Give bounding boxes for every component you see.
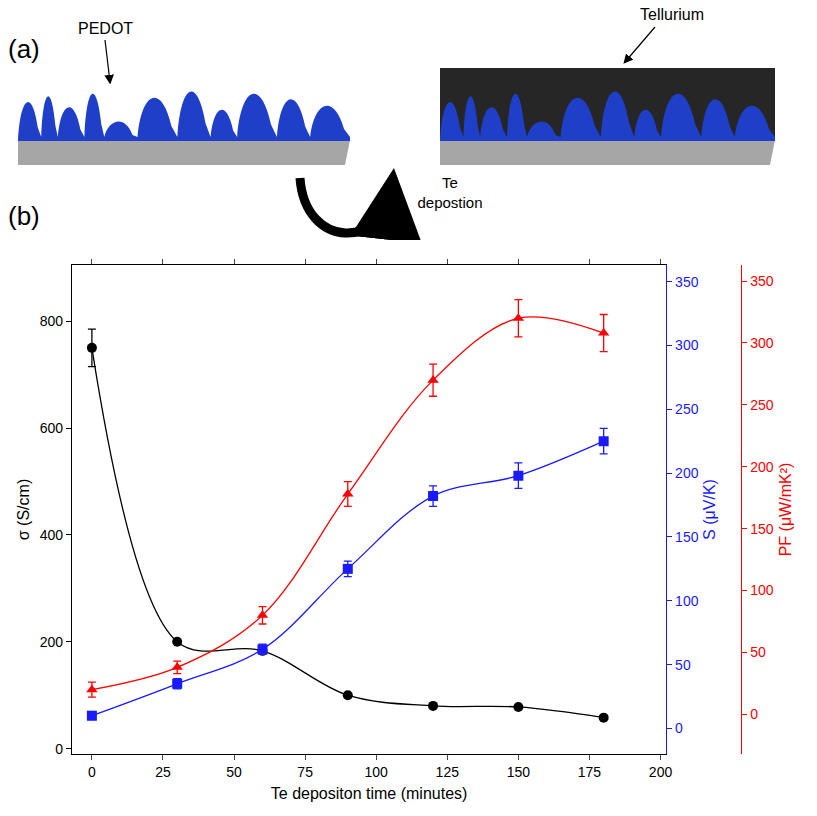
svg-text:Te depositon time (minutes): Te depositon time (minutes) [271, 785, 468, 802]
svg-text:600: 600 [40, 420, 64, 436]
svg-text:50: 50 [750, 644, 766, 660]
svg-text:125: 125 [436, 764, 460, 780]
svg-text:PEDOT: PEDOT [78, 20, 133, 37]
svg-text:250: 250 [675, 401, 699, 417]
svg-text:(a): (a) [8, 34, 40, 64]
svg-text:200: 200 [649, 764, 673, 780]
svg-text:75: 75 [297, 764, 313, 780]
svg-text:150: 150 [675, 529, 699, 545]
svg-text:0: 0 [55, 741, 63, 757]
svg-text:0: 0 [750, 706, 758, 722]
svg-text:350: 350 [750, 273, 774, 289]
svg-text:0: 0 [675, 720, 683, 736]
svg-text:0: 0 [88, 764, 96, 780]
svg-text:300: 300 [675, 337, 699, 353]
svg-text:300: 300 [750, 335, 774, 351]
svg-text:800: 800 [40, 313, 64, 329]
svg-text:Te: Te [442, 174, 458, 191]
svg-text:S (μV/K): S (μV/K) [701, 479, 718, 540]
svg-text:200: 200 [750, 459, 774, 475]
svg-text:250: 250 [750, 397, 774, 413]
svg-text:150: 150 [750, 521, 774, 537]
svg-text:depostion: depostion [417, 194, 482, 211]
svg-text:25: 25 [155, 764, 171, 780]
svg-text:Tellurium: Tellurium [640, 6, 704, 23]
svg-text:200: 200 [40, 634, 64, 650]
svg-text:350: 350 [675, 274, 699, 290]
svg-text:175: 175 [578, 764, 602, 780]
svg-text:σ (S/cm): σ (S/cm) [15, 479, 32, 540]
svg-text:(b): (b) [8, 201, 40, 231]
svg-text:400: 400 [40, 527, 64, 543]
svg-text:50: 50 [226, 764, 242, 780]
svg-text:100: 100 [675, 593, 699, 609]
svg-text:150: 150 [507, 764, 531, 780]
svg-text:PF (μW/mK²): PF (μW/mK²) [777, 463, 794, 557]
svg-text:50: 50 [675, 657, 691, 673]
svg-text:100: 100 [365, 764, 389, 780]
svg-text:200: 200 [675, 465, 699, 481]
svg-text:100: 100 [750, 582, 774, 598]
